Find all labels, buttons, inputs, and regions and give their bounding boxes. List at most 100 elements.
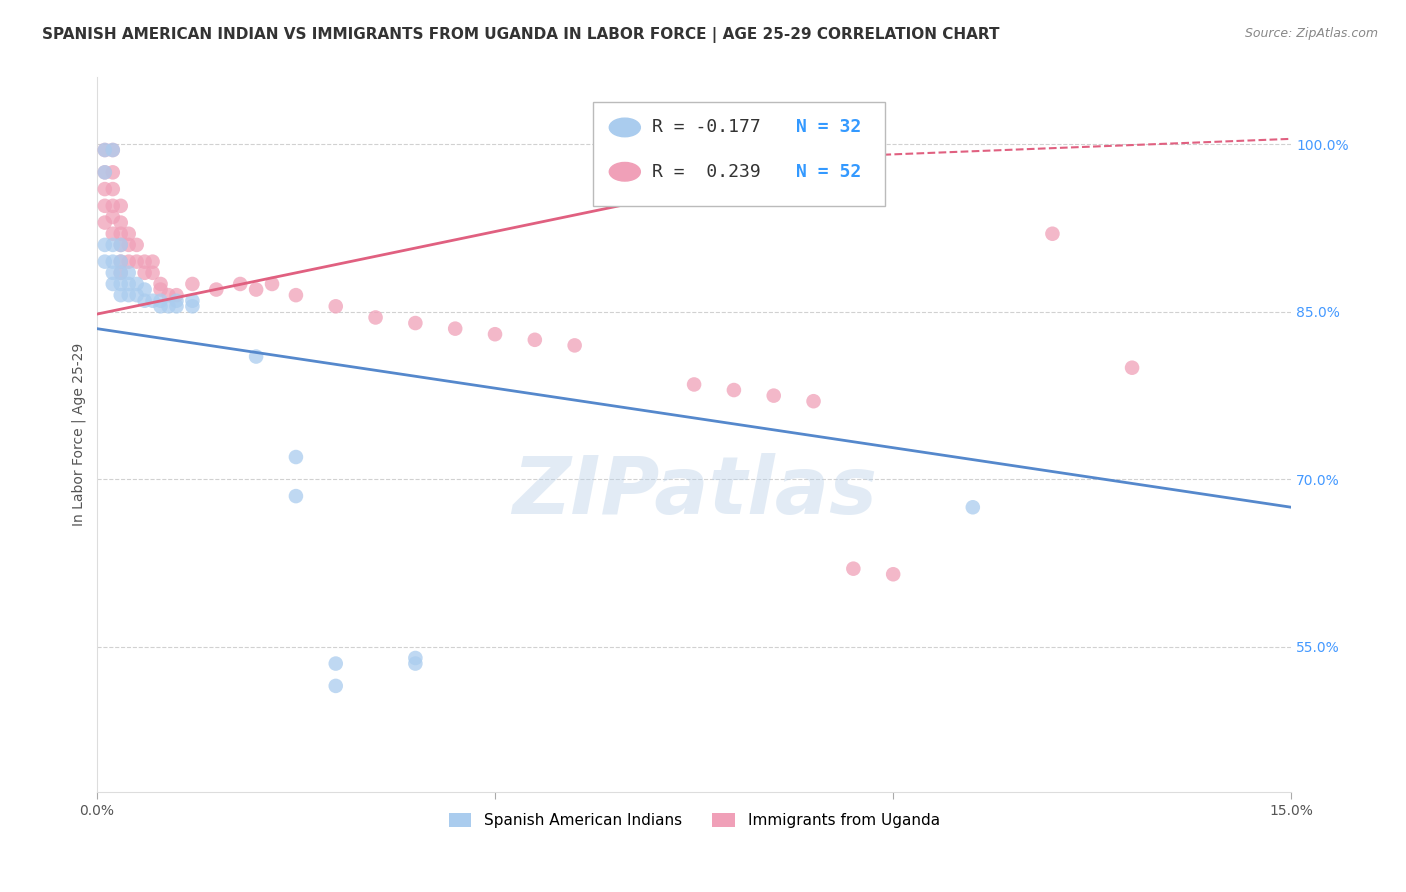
Point — [364, 310, 387, 325]
Point — [260, 277, 283, 291]
Point — [110, 216, 132, 230]
Point — [94, 238, 117, 252]
Point — [205, 283, 228, 297]
Point — [110, 199, 132, 213]
Point — [118, 238, 141, 252]
Point — [118, 288, 141, 302]
Point — [94, 254, 117, 268]
Point — [882, 567, 904, 582]
Point — [762, 389, 785, 403]
Point — [101, 199, 124, 213]
Point — [229, 277, 252, 291]
Point — [245, 350, 267, 364]
Point — [125, 277, 148, 291]
Point — [564, 338, 586, 352]
Point — [484, 327, 506, 342]
Point — [110, 266, 132, 280]
Point — [101, 165, 124, 179]
Point — [134, 283, 156, 297]
Point — [118, 277, 141, 291]
Point — [404, 657, 426, 671]
Text: ZIPatlas: ZIPatlas — [512, 453, 876, 531]
Point — [110, 266, 132, 280]
Point — [284, 450, 307, 464]
Point — [325, 679, 347, 693]
Point — [149, 277, 172, 291]
Point — [142, 254, 165, 268]
FancyBboxPatch shape — [592, 103, 886, 206]
Point — [149, 299, 172, 313]
Point — [166, 293, 188, 308]
Point — [842, 562, 865, 576]
Point — [110, 238, 132, 252]
Point — [101, 143, 124, 157]
Point — [110, 254, 132, 268]
Point — [118, 227, 141, 241]
Point — [181, 277, 204, 291]
Point — [404, 316, 426, 330]
Point — [404, 651, 426, 665]
Text: Source: ZipAtlas.com: Source: ZipAtlas.com — [1244, 27, 1378, 40]
Point — [683, 377, 706, 392]
Point — [94, 165, 117, 179]
Text: SPANISH AMERICAN INDIAN VS IMMIGRANTS FROM UGANDA IN LABOR FORCE | AGE 25-29 COR: SPANISH AMERICAN INDIAN VS IMMIGRANTS FR… — [42, 27, 1000, 43]
Point — [101, 277, 124, 291]
Point — [101, 227, 124, 241]
Point — [110, 227, 132, 241]
Circle shape — [609, 162, 640, 181]
Point — [166, 288, 188, 302]
Point — [94, 199, 117, 213]
Text: N = 52: N = 52 — [796, 162, 860, 181]
Text: N = 32: N = 32 — [796, 119, 860, 136]
Circle shape — [609, 118, 640, 136]
Point — [523, 333, 546, 347]
Point — [1042, 227, 1064, 241]
Point — [245, 283, 267, 297]
Point — [284, 288, 307, 302]
Point — [125, 238, 148, 252]
Point — [723, 383, 745, 397]
Point — [94, 143, 117, 157]
Point — [101, 254, 124, 268]
Point — [134, 266, 156, 280]
Point — [94, 165, 117, 179]
Point — [803, 394, 825, 409]
Point — [101, 238, 124, 252]
Point — [134, 254, 156, 268]
Point — [181, 299, 204, 313]
Point — [101, 266, 124, 280]
Point — [181, 293, 204, 308]
Text: R =  0.239: R = 0.239 — [652, 162, 761, 181]
Point — [325, 657, 347, 671]
Point — [110, 254, 132, 268]
Point — [1121, 360, 1143, 375]
Point — [101, 182, 124, 196]
Point — [110, 277, 132, 291]
Point — [118, 266, 141, 280]
Point — [125, 254, 148, 268]
Point — [134, 293, 156, 308]
Point — [101, 143, 124, 157]
Point — [284, 489, 307, 503]
Point — [142, 266, 165, 280]
Point — [125, 288, 148, 302]
Point — [157, 288, 180, 302]
Point — [94, 216, 117, 230]
Point — [101, 210, 124, 224]
Point — [444, 321, 467, 335]
Point — [157, 299, 180, 313]
Point — [325, 299, 347, 313]
Point — [110, 288, 132, 302]
Point — [94, 182, 117, 196]
Point — [962, 500, 984, 515]
Text: R = -0.177: R = -0.177 — [652, 119, 761, 136]
Point — [118, 254, 141, 268]
Point — [110, 238, 132, 252]
Point — [149, 293, 172, 308]
Point — [94, 143, 117, 157]
Y-axis label: In Labor Force | Age 25-29: In Labor Force | Age 25-29 — [72, 343, 86, 526]
Point — [166, 299, 188, 313]
Point — [142, 293, 165, 308]
Legend: Spanish American Indians, Immigrants from Uganda: Spanish American Indians, Immigrants fro… — [443, 807, 946, 834]
Point — [149, 283, 172, 297]
